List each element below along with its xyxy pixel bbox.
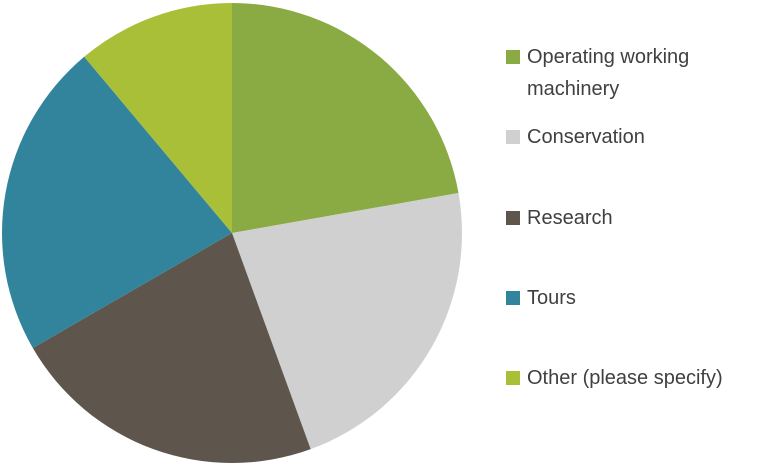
legend-label: Other (please specify): [527, 367, 723, 390]
legend-item: Research: [506, 202, 751, 234]
legend-swatch: [506, 371, 520, 386]
pie-slice: [1, 56, 232, 348]
legend-item: Tours: [506, 282, 751, 314]
legend-item: Operating working machinery: [506, 41, 751, 105]
legend-swatch: [506, 290, 520, 305]
pie-slice: [84, 3, 233, 233]
pie-slice: [32, 233, 311, 463]
legend-item: Other (please specify): [506, 362, 751, 394]
legend-label: Operating working machinery: [527, 46, 690, 100]
legend-label: Tours: [527, 286, 576, 309]
pie-slice: [232, 193, 462, 450]
legend-label: Conservation: [527, 126, 645, 149]
legend-swatch: [506, 50, 520, 64]
legend-swatch: [506, 210, 520, 225]
legend-swatch: [506, 130, 520, 145]
legend-label: Research: [527, 206, 613, 229]
pie-slice: [232, 3, 459, 233]
legend-item: Conservation: [506, 121, 751, 153]
